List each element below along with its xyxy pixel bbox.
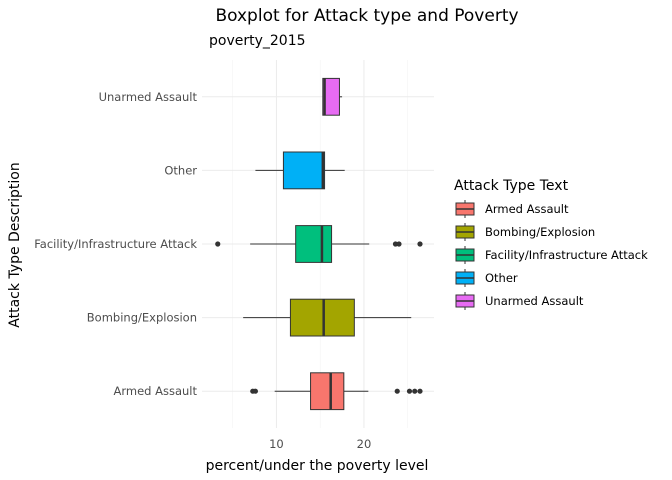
box <box>322 77 340 116</box>
plot-area: 10 20 Armed Assault Bombing/Explosion Facili… <box>34 60 434 451</box>
legend-label: Facility/Infrastructure Attack <box>485 248 648 262</box>
box <box>295 225 333 263</box>
outlier-point <box>406 388 413 394</box>
legend-key <box>455 223 475 241</box>
outlier-point <box>394 388 400 394</box>
box <box>282 151 326 190</box>
box <box>289 298 355 337</box>
x-axis-title: percent/under the poverty level <box>206 458 429 474</box>
box-group <box>322 77 343 116</box>
legend-label: Unarmed Assault <box>485 294 584 308</box>
box <box>310 372 345 411</box>
y-tick-label: Other <box>164 163 197 177</box>
box-group <box>215 225 423 263</box>
y-tick-label: Armed Assault <box>113 384 197 398</box>
legend-label: Bombing/Explosion <box>485 225 595 239</box>
legend-key <box>455 292 475 310</box>
legend-key <box>455 246 475 264</box>
chart-subtitle: poverty_2015 <box>209 33 306 49</box>
outlier-point <box>412 388 418 394</box>
legend-label: Other <box>485 271 518 285</box>
legend-label: Armed Assault <box>485 202 569 216</box>
box-group <box>243 298 412 337</box>
box-group <box>255 151 345 190</box>
legend: Attack Type Text Armed Assault Bombing/Ex… <box>454 178 648 310</box>
y-tick-label: Bombing/Explosion <box>87 311 197 325</box>
chart-title: Boxplot for Attack type and Poverty <box>215 6 518 26</box>
y-tick-label: Facility/Infrastructure Attack <box>34 237 197 251</box>
y-tick-label: Unarmed Assault <box>99 90 198 104</box>
legend-key <box>455 200 475 218</box>
box-group <box>250 372 423 411</box>
legend-key <box>455 269 475 287</box>
outlier-point <box>417 388 423 394</box>
x-tick-label: 20 <box>357 437 372 451</box>
outlier-point <box>417 241 423 247</box>
outlier-point <box>396 241 402 247</box>
y-axis-title: Attack Type Description <box>7 162 23 327</box>
x-tick-label: 10 <box>269 437 284 451</box>
outlier-point <box>215 241 221 247</box>
outlier-point <box>252 388 259 394</box>
legend-title: Attack Type Text <box>454 178 569 194</box>
